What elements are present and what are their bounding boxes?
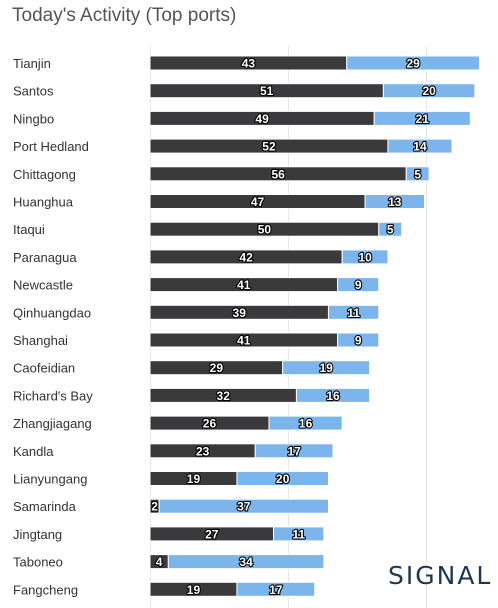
bar-value-series-1: 19 xyxy=(187,472,201,486)
bar-series-2 xyxy=(346,55,480,71)
bar-value-series-1: 51 xyxy=(260,84,274,98)
signal-logo: SIGNAL xyxy=(388,561,493,590)
bar-value-series-1: 41 xyxy=(237,278,251,292)
category-label: Ningbo xyxy=(13,111,54,126)
bar-series-2 xyxy=(268,415,343,431)
bar-value-series-2: 20 xyxy=(422,84,436,98)
bar-value-series-2: 19 xyxy=(319,361,333,375)
bar-value-series-1: 47 xyxy=(251,195,265,209)
bar-series-2 xyxy=(236,581,316,597)
category-label: Paranagua xyxy=(13,250,77,265)
bar-value-series-2: 10 xyxy=(358,250,372,264)
bar-value-series-1: 52 xyxy=(262,140,276,154)
bar-series-2 xyxy=(337,277,380,293)
bar-value-series-2: 5 xyxy=(387,223,394,237)
bar-value-series-1: 29 xyxy=(210,361,224,375)
bar-series-2 xyxy=(373,110,471,126)
bar-value-series-2: 34 xyxy=(239,555,253,569)
bar-value-series-2: 11 xyxy=(347,306,360,320)
bar-series-2 xyxy=(273,526,325,542)
category-label: Zhangjiagang xyxy=(13,416,92,431)
bar-value-series-2: 21 xyxy=(416,112,430,126)
bar-series-2 xyxy=(254,443,334,459)
bar-value-series-2: 5 xyxy=(414,167,421,181)
category-label: Taboneo xyxy=(13,555,63,570)
bar-value-series-1: 42 xyxy=(239,250,253,264)
category-label: Jingtang xyxy=(13,527,62,542)
category-label: Chittagong xyxy=(13,167,76,182)
bar-value-series-2: 9 xyxy=(355,334,362,348)
bar-value-series-2: 17 xyxy=(287,444,301,458)
bar-series-2 xyxy=(341,249,389,265)
bar-value-series-1: 56 xyxy=(271,167,285,181)
bar-series-2 xyxy=(327,304,380,320)
bar-value-series-1: 2 xyxy=(151,500,158,514)
bar-value-series-1: 4 xyxy=(156,555,163,569)
bar-series-2 xyxy=(405,166,430,182)
category-label: Itaqui xyxy=(13,222,45,237)
bar-value-series-1: 19 xyxy=(187,583,201,597)
category-label: Port Hedland xyxy=(13,139,89,154)
bar-series-2 xyxy=(167,554,325,570)
bar-series-2 xyxy=(387,138,453,154)
category-label: Tianjin xyxy=(13,56,51,71)
bar-value-series-1: 27 xyxy=(205,527,219,541)
category-label: Kandla xyxy=(13,444,54,459)
bar-value-series-1: 26 xyxy=(203,417,217,431)
bar-value-series-1: 23 xyxy=(196,444,210,458)
bar-value-series-2: 9 xyxy=(355,278,362,292)
bar-series-2 xyxy=(158,498,329,514)
bar-series-2 xyxy=(337,332,380,348)
category-label: Lianyungang xyxy=(13,472,87,487)
grid-lines xyxy=(150,46,427,608)
bar-value-series-1: 39 xyxy=(233,306,247,320)
bar-value-series-1: 50 xyxy=(258,223,272,237)
bar-series-2 xyxy=(236,471,329,486)
bar-series-2 xyxy=(282,360,371,376)
category-label: Qinhuangdao xyxy=(13,305,91,320)
bar-value-series-1: 41 xyxy=(237,334,251,348)
bar-series-2 xyxy=(295,387,371,403)
bar-value-series-2: 14 xyxy=(413,140,427,154)
category-labels: Tianjin Santos Ningbo Port Hedland Chittagon… xyxy=(13,56,93,597)
bar-value-series-1: 43 xyxy=(242,57,256,71)
bar-value-series-1: 49 xyxy=(255,112,269,126)
bar-value-series-2: 11 xyxy=(292,527,305,541)
category-label: Huanghua xyxy=(13,195,74,210)
bar-value-series-2: 16 xyxy=(326,389,340,403)
bar-value-series-2: 13 xyxy=(388,195,402,209)
bar-value-series-2: 37 xyxy=(237,500,251,514)
category-label: Caofeidian xyxy=(13,361,75,376)
category-label: Newcastle xyxy=(13,278,73,293)
bar-value-series-2: 20 xyxy=(276,472,290,486)
bar-series-2 xyxy=(378,221,403,237)
bar-value-series-2: 17 xyxy=(269,583,283,597)
bar-value-series-1: 32 xyxy=(217,389,231,403)
bar-series-2 xyxy=(364,194,426,209)
category-label: Santos xyxy=(13,84,54,99)
category-label: Shanghai xyxy=(13,333,68,348)
category-label: Samarinda xyxy=(13,499,77,514)
bar-series-2 xyxy=(382,83,476,99)
category-label: Richard's Bay xyxy=(13,388,93,403)
bar-value-series-2: 29 xyxy=(406,57,420,71)
bar-value-series-2: 16 xyxy=(299,417,313,431)
chart-title: Today's Activity (Top ports) xyxy=(12,5,237,26)
category-label: Fangcheng xyxy=(13,582,78,597)
